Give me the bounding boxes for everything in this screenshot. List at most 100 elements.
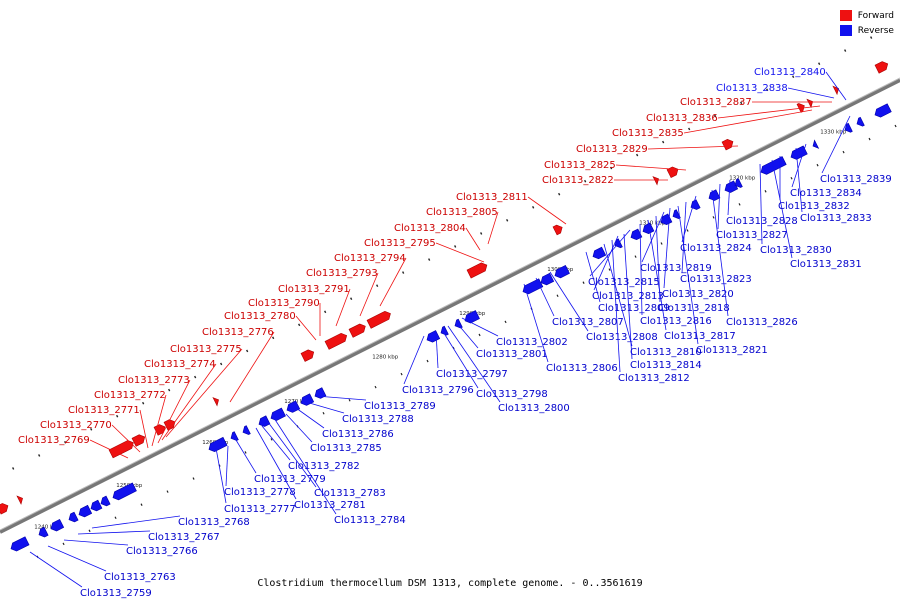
reverse-gene-leader-line: [273, 417, 337, 515]
reverse-gene-label: Clo1313_2800: [498, 403, 570, 414]
forward-track-tick: [740, 101, 743, 105]
forward-track-tick: [662, 140, 665, 144]
forward-gene-block: [874, 61, 889, 74]
reverse-gene-label: Clo1313_2798: [476, 389, 548, 400]
reverse-gene-leader-line: [681, 195, 697, 243]
reverse-gene-label: Clo1313_2815: [588, 277, 660, 288]
forward-gene-label: Clo1313_2795: [364, 238, 436, 249]
genome-axis: [0, 78, 900, 534]
reverse-gene-leader-line: [63, 539, 129, 546]
reverse-gene-leader-line: [91, 515, 181, 529]
forward-gene-leader-line: [161, 363, 217, 441]
forward-gene-leader-line: [435, 242, 485, 263]
reverse-gene-leader-line: [647, 219, 667, 331]
reverse-gene-label: Clo1313_2759: [80, 588, 152, 599]
forward-track-tick: [90, 427, 93, 431]
reverse-track-tick: [114, 516, 117, 520]
reverse-track-tick: [400, 372, 403, 376]
reverse-gene-leader-line: [717, 183, 721, 230]
axis-tick-label: 1330 kbp: [820, 130, 846, 136]
reverse-gene-leader-line: [461, 317, 499, 337]
reverse-track-tick: [660, 242, 663, 245]
reverse-gene-leader-line: [623, 233, 633, 360]
reverse-track-tick: [270, 438, 273, 441]
reverse-gene-leader-line: [611, 239, 621, 373]
forward-gene-block: [466, 262, 488, 279]
reverse-gene-label: Clo1313_2823: [680, 274, 752, 285]
reverse-gene-leader-line: [261, 425, 291, 461]
reverse-gene-leader-line: [677, 205, 699, 345]
forward-gene-label: Clo1313_2838: [716, 83, 788, 94]
axis-tick-label: 1310 kbp: [639, 221, 665, 227]
forward-gene-block: [0, 503, 9, 515]
forward-gene-label: Clo1313_2794: [334, 253, 406, 264]
forward-gene-block: [131, 434, 146, 447]
reverse-gene-label: Clo1313_2839: [820, 174, 892, 185]
forward-gene-label: Clo1313_2776: [202, 327, 274, 338]
forward-gene-label: Clo1313_2790: [248, 298, 320, 309]
reverse-gene-leader-line: [727, 179, 731, 216]
reverse-gene-label: Clo1313_2828: [726, 216, 798, 227]
reverse-track-tick: [62, 542, 65, 546]
forward-track-tick: [38, 454, 41, 457]
reverse-gene-block: [10, 536, 30, 552]
forward-track-tick: [558, 192, 561, 196]
reverse-track-tick: [868, 137, 871, 141]
reverse-gene-leader-line: [77, 530, 151, 535]
forward-track-tick: [610, 166, 613, 170]
forward-gene-leader-line: [335, 288, 351, 327]
reverse-gene-leader-line: [771, 159, 793, 259]
reverse-gene-label: Clo1313_2783: [314, 488, 386, 499]
reverse-gene-block: [90, 499, 103, 512]
forward-gene-leader-line: [157, 379, 191, 444]
forward-gene-leader-line: [165, 348, 243, 438]
reverse-gene-leader-line: [639, 223, 643, 316]
forward-gene-leader-line: [683, 109, 813, 134]
reverse-gene-label: Clo1313_2802: [496, 337, 568, 348]
reverse-gene-block: [734, 178, 743, 188]
forward-gene-label: Clo1313_2811: [456, 192, 528, 203]
reverse-gene-label: Clo1313_2830: [760, 245, 832, 256]
forward-track-tick: [350, 297, 353, 301]
forward-track-tick: [272, 336, 275, 340]
forward-track-tick: [116, 414, 119, 418]
reverse-gene-leader-line: [267, 421, 317, 488]
forward-gene-block: [666, 166, 679, 179]
forward-track-tick: [246, 349, 249, 353]
reverse-gene-label: Clo1313_2810: [630, 347, 702, 358]
reverse-gene-leader-line: [593, 235, 619, 291]
forward-gene-label: Clo1313_2775: [170, 344, 242, 355]
reverse-track-tick: [556, 294, 559, 298]
reverse-gene-leader-line: [215, 447, 227, 504]
axis-tick-label: 1240 kbp: [34, 524, 60, 530]
reverse-gene-label: Clo1313_2820: [662, 289, 734, 300]
reverse-track-tick: [192, 477, 195, 480]
reverse-gene-leader-line: [585, 251, 601, 303]
axis-tick-label: 1280 kbp: [372, 355, 398, 361]
reverse-gene-label: Clo1313_2801: [476, 349, 548, 360]
forward-gene-block: [300, 349, 315, 362]
reverse-track-tick: [244, 451, 247, 454]
reverse-gene-label: Clo1313_2831: [790, 259, 862, 270]
forward-track-tick: [12, 467, 15, 470]
forward-gene-leader-line: [825, 71, 847, 101]
reverse-gene-leader-line: [225, 445, 229, 487]
reverse-gene-label: Clo1313_2833: [800, 213, 872, 224]
legend-forward: Forward: [839, 8, 894, 23]
forward-gene-leader-line: [487, 211, 499, 245]
forward-gene-label: Clo1313_2773: [118, 375, 190, 386]
reverse-track-tick: [842, 150, 845, 154]
reverse-gene-label: Clo1313_2788: [342, 414, 414, 425]
forward-gene-label: Clo1313_2837: [680, 97, 752, 108]
legend-reverse: Reverse: [839, 23, 894, 38]
forward-track-tick: [714, 114, 717, 118]
forward-gene-leader-line: [151, 394, 167, 447]
genome-axis-highlight: [0, 77, 900, 531]
forward-gene-label: Clo1313_2805: [426, 207, 498, 218]
forward-track-tick: [636, 153, 639, 157]
reverse-gene-leader-line: [255, 427, 297, 500]
forward-gene-label: Clo1313_2822: [542, 175, 614, 186]
reverse-gene-label: Clo1313_2807: [552, 317, 624, 328]
reverse-track-tick: [608, 268, 611, 271]
forward-track-tick: [532, 205, 535, 209]
